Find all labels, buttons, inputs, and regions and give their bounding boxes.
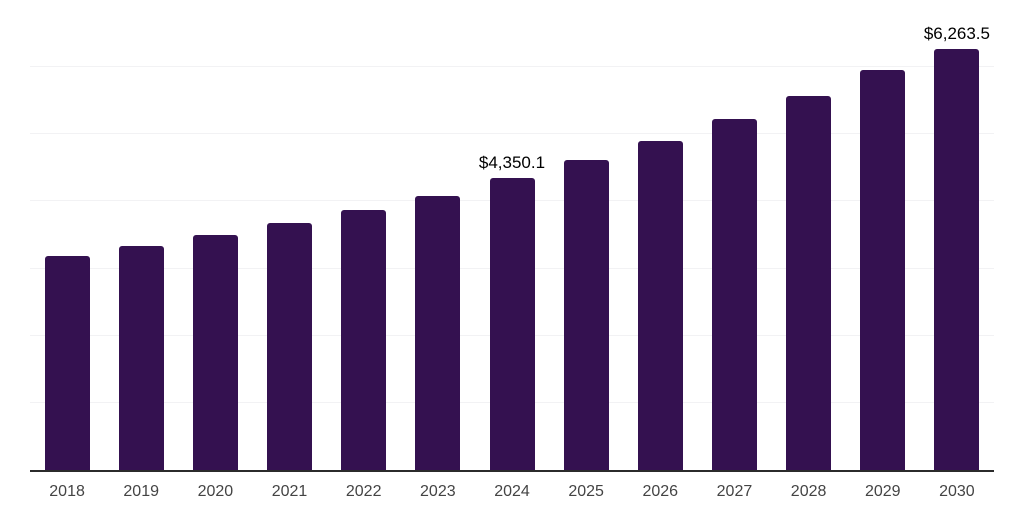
gridline-5000 (30, 133, 994, 135)
x-tick-label-2024: 2024 (494, 483, 530, 500)
x-tick-label-2027: 2027 (716, 483, 753, 500)
plot-area: $4,350.1 $6,263.5 (30, 0, 994, 470)
x-tick-label-2022: 2022 (345, 483, 382, 500)
x-axis-line (30, 470, 994, 472)
bar-2019 (118, 245, 164, 470)
bar-2022 (341, 209, 387, 470)
x-tick-label-2025: 2025 (568, 483, 604, 500)
x-tick-label-2018: 2018 (49, 483, 85, 500)
bar-2025 (563, 160, 609, 470)
bar-value-label-2024: $4,350.1 (478, 152, 546, 172)
x-tick-label-2021: 2021 (271, 483, 308, 500)
bar-2020 (192, 234, 238, 470)
x-tick-label-2026: 2026 (642, 483, 679, 500)
bar-2029 (860, 69, 906, 470)
bar-value-label-2030: $6,263.5 (923, 24, 990, 44)
x-tick-label-2019: 2019 (123, 483, 159, 500)
x-tick-label-2030: 2030 (939, 483, 975, 500)
x-axis-tick-labels: 2018 2019 2020 2021 2022 2023 2024 2025 2026 2027… (30, 482, 994, 504)
x-tick-label-2020: 2020 (197, 483, 234, 500)
bar-2024 (489, 177, 535, 470)
bar-2026 (637, 140, 683, 470)
bar-2027 (711, 119, 757, 470)
bar-2030 (934, 49, 980, 470)
bar-2028 (786, 96, 832, 470)
bar-2018 (44, 255, 90, 470)
x-tick-label-2023: 2023 (420, 483, 456, 500)
gridline-6000 (30, 66, 994, 68)
bar-2021 (267, 222, 313, 470)
x-tick-label-2029: 2029 (864, 483, 901, 500)
bar-2023 (415, 195, 461, 470)
x-tick-label-2028: 2028 (790, 483, 827, 500)
